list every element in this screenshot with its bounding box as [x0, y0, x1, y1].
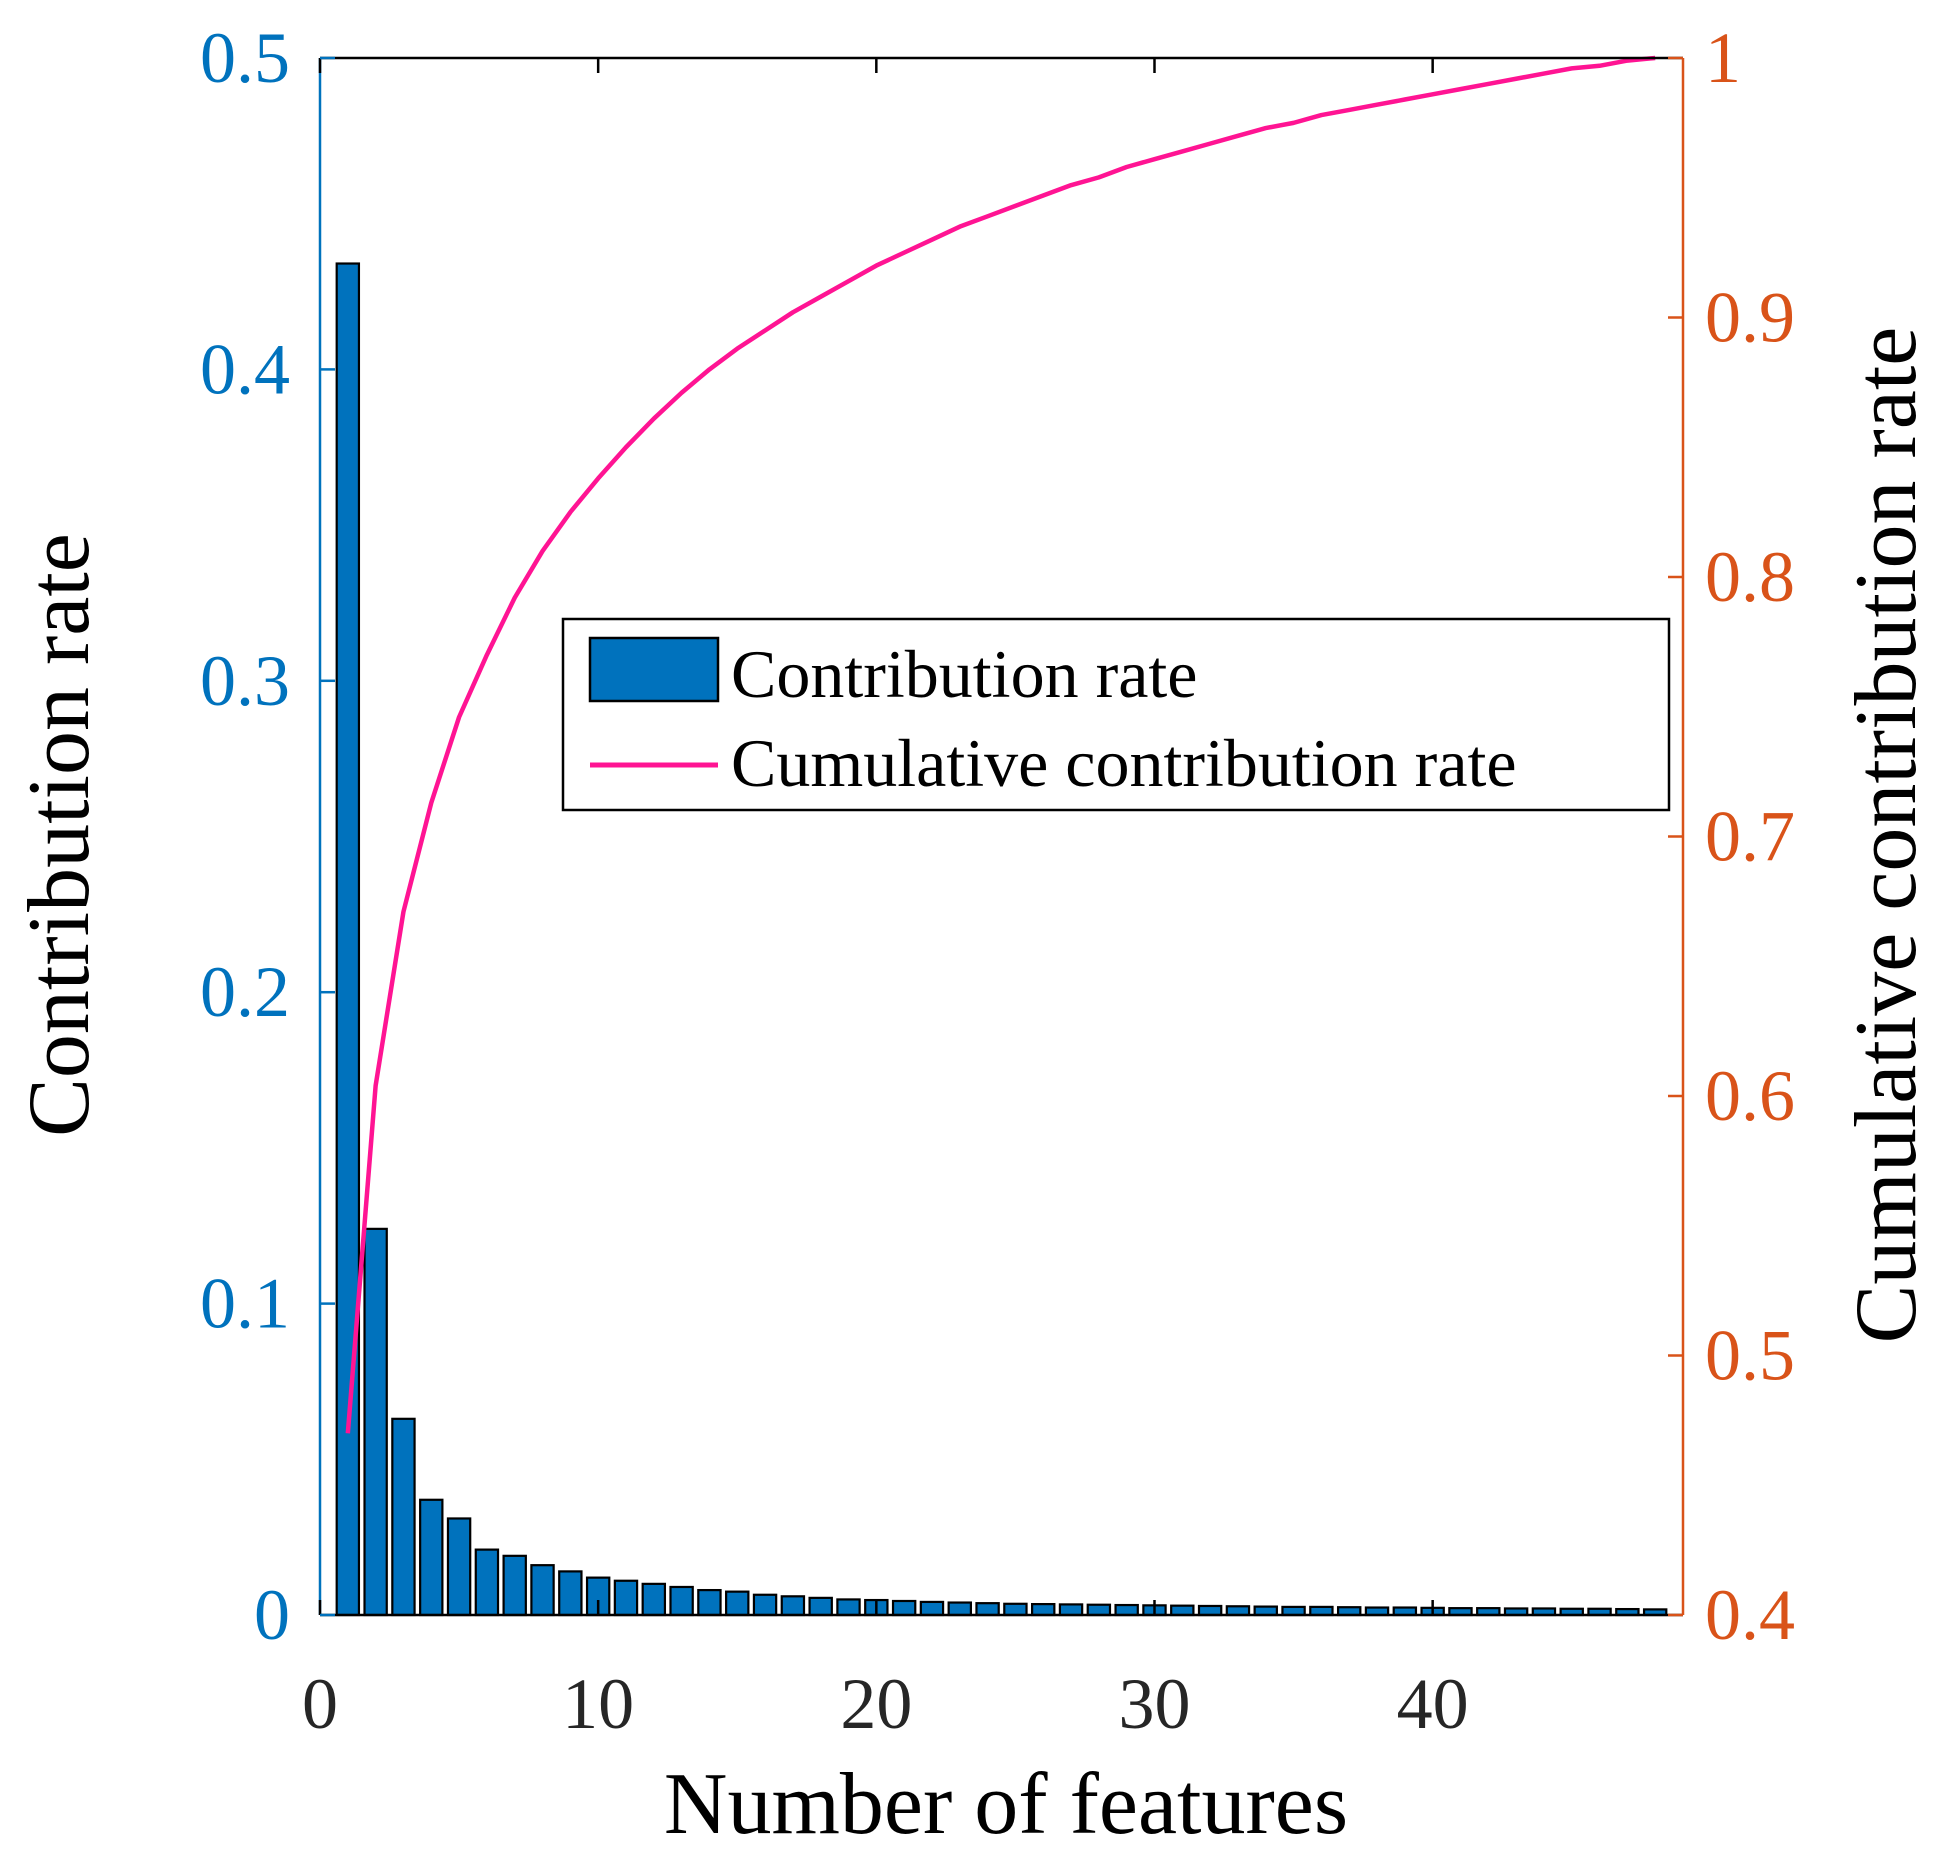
bar-feature-11 — [613, 1579, 639, 1617]
x-tick-label: 0 — [302, 1664, 338, 1744]
bar-feature-13 — [669, 1585, 694, 1617]
bar-feature-2 — [363, 1227, 388, 1617]
y-left-tick-label: 0.2 — [200, 952, 290, 1032]
y-right-tick-label: 0.7 — [1705, 797, 1795, 877]
legend-box — [561, 617, 1671, 812]
legend: Contribution rate Cumulative contributio… — [561, 617, 1671, 812]
bar-feature-9 — [558, 1570, 583, 1617]
x-tick-label: 40 — [1397, 1664, 1469, 1744]
y-left-tick-label: 0.4 — [200, 329, 290, 409]
bar-feature-16 — [752, 1593, 778, 1617]
axes-layer — [318, 56, 1685, 1617]
x-axis-label: Number of features — [664, 1756, 1348, 1853]
y-right-tick-label: 0.5 — [1705, 1316, 1795, 1396]
bar-feature-4 — [419, 1498, 444, 1617]
bar-feature-5 — [446, 1517, 472, 1617]
bar-feature-7 — [502, 1554, 527, 1617]
legend-entry-line: Cumulative contribution rate — [731, 725, 1517, 801]
bar-feature-24 — [975, 1602, 1000, 1617]
y-right-tick-label: 1 — [1705, 18, 1741, 98]
bar-feature-25 — [1003, 1602, 1028, 1617]
x-tick-label: 30 — [1118, 1664, 1190, 1744]
bar-feature-26 — [1030, 1602, 1056, 1617]
ticks-layer: 0 10 20 30 40 0 0.1 0.2 0.3 0.4 0.5 0.4 0.5 0.6 0.7 0.8… — [200, 18, 1795, 1744]
legend-entry-bar: Contribution rate — [731, 636, 1197, 712]
y-right-tick-label: 0.8 — [1705, 537, 1795, 617]
y-axis-label-left: Contribution rate — [11, 533, 108, 1137]
bar-feature-22 — [919, 1600, 945, 1617]
bars-layer — [335, 262, 1668, 1617]
bar-feature-32 — [1197, 1604, 1223, 1617]
bar-feature-34 — [1253, 1605, 1278, 1617]
bar-feature-29 — [1114, 1603, 1139, 1617]
y-right-tick-label: 0.9 — [1705, 278, 1795, 358]
bar-feature-33 — [1225, 1605, 1251, 1617]
legend-bar-swatch — [588, 636, 720, 703]
y-left-tick-label: 0 — [254, 1575, 290, 1655]
bar-feature-21 — [891, 1599, 917, 1617]
y-axis-label-right: Cumulative contribution rate — [1838, 327, 1935, 1344]
bar-feature-8 — [530, 1564, 555, 1617]
y-right-tick-label: 0.6 — [1705, 1056, 1795, 1136]
bar-feature-31 — [1170, 1604, 1195, 1617]
bar-feature-3 — [391, 1417, 416, 1617]
bar-feature-6 — [474, 1548, 500, 1617]
y-left-tick-label: 0.1 — [200, 1264, 290, 1344]
bar-feature-23 — [947, 1601, 973, 1617]
bar-feature-27 — [1058, 1603, 1084, 1617]
cumulative-contribution-line — [345, 55, 1656, 1434]
y-left-tick-label: 0.3 — [200, 641, 290, 721]
bar-feature-15 — [725, 1590, 750, 1617]
bar-feature-17 — [780, 1595, 806, 1617]
bar-feature-18 — [808, 1596, 833, 1617]
x-tick-label: 20 — [840, 1664, 912, 1744]
bar-feature-14 — [697, 1588, 722, 1617]
x-tick-label: 10 — [562, 1664, 634, 1744]
line-layer — [345, 55, 1656, 1434]
y-right-tick-label: 0.4 — [1705, 1575, 1795, 1655]
bar-feature-19 — [836, 1598, 861, 1617]
bar-feature-12 — [641, 1582, 667, 1617]
y-left-tick-label: 0.5 — [200, 18, 290, 98]
bar-feature-28 — [1086, 1603, 1112, 1617]
